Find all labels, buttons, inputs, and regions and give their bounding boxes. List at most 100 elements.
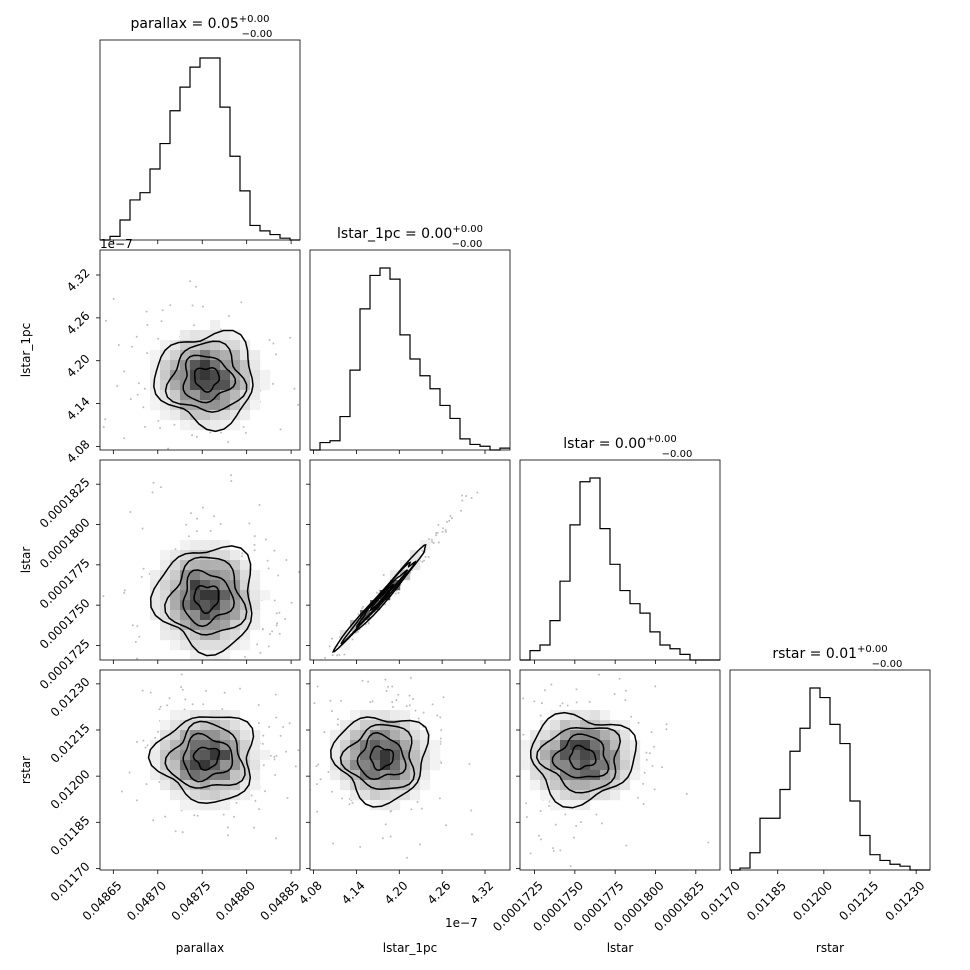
contour-line — [164, 340, 248, 413]
sample-point — [262, 764, 265, 767]
density-cell — [170, 410, 181, 421]
density-cell — [220, 590, 231, 601]
density-cell — [190, 620, 201, 631]
density-cell — [200, 640, 211, 651]
density-cell — [540, 720, 551, 731]
density-cell — [560, 790, 571, 801]
y-axis-label: rstar — [19, 756, 33, 784]
density-cell — [600, 750, 611, 761]
density-cell — [240, 730, 251, 741]
density-cell — [520, 750, 531, 761]
sample-point — [442, 527, 445, 530]
density-cell — [210, 710, 221, 721]
density-cell — [190, 650, 201, 660]
density-cell — [240, 620, 251, 631]
density-cell — [210, 540, 221, 551]
density-cell — [230, 360, 241, 371]
sample-point — [315, 783, 318, 786]
sample-point — [427, 555, 430, 558]
density-cell — [180, 600, 191, 611]
density-cell — [530, 770, 541, 781]
density-cell — [230, 730, 241, 741]
density-cell — [180, 380, 191, 391]
x-tick-label: 0.04865 — [80, 878, 125, 923]
sample-point — [275, 353, 278, 356]
density-cell — [200, 800, 211, 811]
density-cell — [160, 390, 171, 401]
density-cell — [180, 330, 191, 341]
sample-point — [275, 716, 278, 719]
density-cell — [200, 570, 211, 581]
sample-point — [185, 523, 188, 526]
sample-point — [249, 672, 251, 674]
sample-point — [83, 417, 85, 419]
sample-point — [230, 664, 232, 666]
sample-point — [507, 776, 509, 778]
density-cell — [590, 740, 601, 751]
density-cell — [210, 550, 221, 561]
sample-point — [411, 698, 414, 701]
sample-point — [579, 821, 582, 824]
density-cell — [590, 780, 601, 791]
sample-point — [189, 280, 192, 283]
density-cell — [400, 750, 411, 761]
density-cell — [190, 800, 201, 811]
sample-point — [409, 676, 412, 679]
density-cell — [180, 550, 191, 561]
sample-point — [151, 491, 154, 494]
density-cell — [220, 730, 231, 741]
sample-point — [439, 716, 442, 719]
sample-point — [367, 621, 370, 624]
sample-point — [159, 705, 162, 708]
density-layer — [83, 280, 300, 450]
sample-point — [257, 704, 260, 707]
sample-point — [272, 382, 275, 385]
density-cell — [400, 710, 411, 721]
sample-point — [105, 319, 108, 322]
x-tick-label: 0.04875 — [169, 878, 214, 923]
density-cell — [570, 720, 581, 731]
density-layer — [320, 491, 479, 660]
sample-point — [209, 431, 212, 434]
histogram-step — [310, 267, 510, 451]
density-cell — [190, 580, 201, 591]
sample-point — [166, 704, 169, 707]
density-cell — [250, 610, 261, 621]
sample-point — [573, 620, 575, 622]
sample-point — [241, 666, 243, 668]
density-cell — [170, 400, 181, 411]
sample-point — [543, 689, 546, 692]
sample-point — [146, 352, 149, 355]
density-cell — [220, 640, 231, 651]
sample-point — [209, 529, 212, 532]
density-cell — [390, 750, 401, 761]
sample-point — [470, 833, 473, 836]
density-cell — [190, 400, 201, 411]
density-cell — [570, 740, 581, 751]
density-cell — [230, 600, 241, 611]
sample-point — [645, 758, 648, 761]
density-cell — [250, 600, 261, 611]
sample-point — [559, 704, 562, 707]
density-cell — [420, 780, 431, 791]
density-cell — [250, 620, 261, 631]
sample-point — [136, 657, 139, 660]
density-cell — [340, 750, 351, 761]
sample-point — [134, 640, 137, 643]
density-cell — [230, 350, 241, 361]
sample-point — [435, 531, 438, 534]
density-cell — [210, 770, 221, 781]
density-cell — [250, 370, 261, 381]
sample-point — [253, 826, 256, 829]
sample-point — [266, 559, 269, 562]
sample-point — [112, 297, 115, 300]
density-cell — [220, 650, 231, 660]
sample-point — [337, 718, 340, 721]
density-cell — [380, 780, 391, 791]
sample-point — [287, 704, 289, 706]
sample-point — [387, 685, 390, 688]
sample-point — [143, 387, 146, 390]
x-tick-label: 0.04870 — [124, 878, 169, 923]
sample-point — [539, 809, 542, 812]
